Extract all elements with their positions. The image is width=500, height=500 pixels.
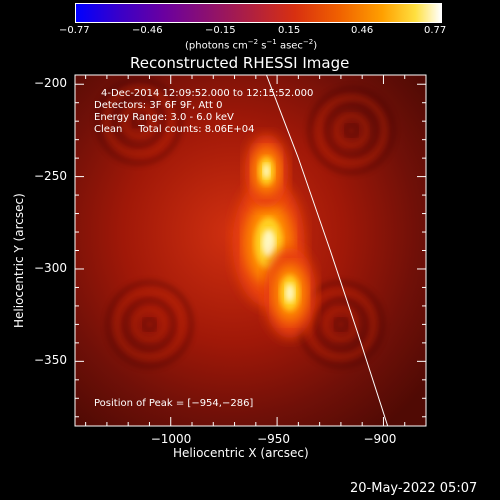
annotation-time: 4-Dec-2014 12:09:52.000 to 12:15:52.000: [101, 88, 314, 99]
ripple-ring: [141, 316, 157, 332]
annotation-peak-position: Position of Peak = [−954,−286]: [94, 398, 254, 409]
axis-ticks: [75, 75, 427, 426]
annotation-clean: Clean Total counts: 8.06E+04: [94, 124, 255, 135]
colorbar: [75, 3, 442, 23]
y-tick-label: −250: [34, 168, 67, 183]
ripple-ring: [308, 86, 396, 174]
y-tick-label: −350: [34, 353, 67, 368]
flare-source-2: [262, 163, 271, 179]
colorbar-unit: (photons cm−2 s−1 asec−2): [185, 38, 318, 52]
x-tick-label: −900: [363, 432, 397, 446]
colorbar-tick-label: 0.77: [424, 25, 447, 36]
ripple-ring: [344, 122, 360, 138]
ripple-ring: [114, 289, 184, 359]
x-tick-label: −1000: [150, 432, 192, 446]
colorbar-tick-label: −0.77: [59, 25, 90, 36]
annotation-detectors: Detectors: 3F 6F 9F, Att 0: [94, 100, 223, 111]
annotation-energy: Energy Range: 3.0 - 6.0 keV: [94, 112, 234, 123]
clean-artifact-ripples: [95, 77, 396, 368]
solar-limb-line: [265, 75, 389, 426]
ripple-ring: [315, 298, 367, 350]
y-tick-label: −200: [34, 76, 67, 91]
y-axis-title: Heliocentric Y (arcsec): [12, 193, 26, 328]
ripple-ring: [123, 298, 175, 350]
colorbar-tick-label: 0.15: [278, 25, 301, 36]
ripple-ring: [104, 86, 174, 156]
chart-title: Reconstructed RHESSI Image: [130, 54, 350, 72]
flare-source-0: [261, 229, 276, 258]
ripple-ring: [105, 280, 193, 368]
ripple-ring: [113, 95, 165, 147]
colorbar-tick-label: −0.46: [132, 25, 163, 36]
x-axis-title: Heliocentric X (arcsec): [173, 446, 309, 460]
ripple-ring: [131, 113, 147, 129]
ripple-ring: [122, 104, 156, 138]
ripple-ring: [326, 104, 378, 156]
flare-source-1: [285, 283, 295, 303]
ripple-ring: [317, 95, 387, 165]
colorbar-tick-label: −0.15: [205, 25, 236, 36]
x-tick-label: −950: [257, 432, 291, 446]
ripple-ring: [335, 113, 369, 147]
colorbar-tick-label: 0.46: [351, 25, 374, 36]
ripple-ring: [324, 307, 358, 341]
footer-timestamp: 20-May-2022 05:07: [350, 481, 478, 496]
ripple-ring: [132, 307, 166, 341]
y-tick-label: −300: [34, 260, 67, 275]
ripple-ring: [95, 77, 183, 165]
flare-sources: [232, 134, 316, 338]
ripple-ring: [333, 316, 349, 332]
